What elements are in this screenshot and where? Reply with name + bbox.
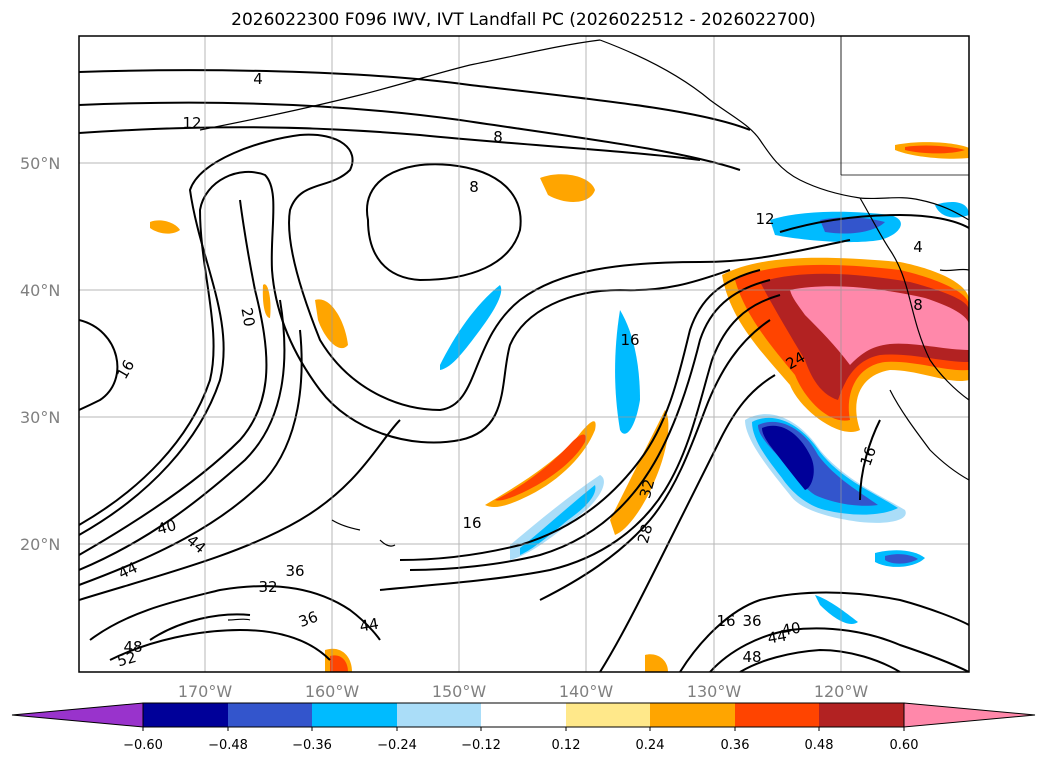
contour-label: 32 [636,477,658,500]
contour-label: 40 [780,619,802,640]
contour-label: 12 [755,210,774,228]
colorbar-tick-label: −0.12 [461,738,501,753]
contour-label: 36 [742,612,761,630]
contour-label: 52 [115,648,138,670]
colorbar-segment [735,703,819,727]
contour-label: 48 [742,648,761,666]
contour-label: 8 [469,178,479,196]
contour-label: 16 [620,331,639,349]
lat-label: 40°N [20,281,60,300]
contour-label: 4 [913,238,923,256]
contour-label-group: 4 12 8 8 12 4 8 20 16 16 24 16 16 40 44 … [113,70,923,670]
colorbar-segment [650,703,735,727]
longitude-axis: 170°W 160°W 150°W 140°W 130°W 120°W [178,682,869,701]
lat-label: 20°N [20,535,60,554]
contour-label: 44 [358,615,380,636]
lon-label: 170°W [178,682,233,701]
plot-border [78,35,970,673]
colorbar-tick-label: 0.24 [636,738,665,753]
contour-label: 20 [237,306,258,328]
contour-label: 32 [258,578,277,596]
contour-label: 16 [716,612,735,630]
contour-label: 8 [913,296,923,314]
contour-label: 36 [296,608,320,631]
lon-label: 150°W [432,682,487,701]
contour-label: 16 [857,444,880,468]
colorbar-segment [312,703,397,727]
contour-label: 4 [253,70,263,88]
colorbar-segment [143,703,228,727]
contour-label: 8 [493,128,503,146]
colorbar-segment [397,703,481,727]
contour-label: 44 [766,627,788,648]
lat-label: 30°N [20,408,60,427]
colorbar-tick-label: 0.60 [890,738,919,753]
latitude-axis: 50°N 40°N 30°N 20°N [20,154,60,554]
lat-label: 50°N [20,154,60,173]
lon-label: 140°W [559,682,614,701]
colorbar-tick-label: −0.36 [292,738,332,753]
lon-label: 120°W [814,682,869,701]
colorbar-tick-label: 0.36 [721,738,750,753]
colorbar-extend-left [11,702,144,728]
lon-label: 160°W [305,682,360,701]
contour-lines [79,69,969,672]
contour-label: 48 [123,638,142,656]
contour-label: 28 [634,522,656,545]
contour-label: 36 [285,562,304,580]
colorbar-tick-label: −0.48 [208,738,248,753]
borders [840,36,969,176]
shaded-regions [150,142,969,672]
colorbar-tick-label: 0.12 [552,738,581,753]
contour-label: 40 [155,516,178,538]
map-title: 2026022300 F096 IWV, IVT Landfall PC (20… [231,10,816,30]
colorbar-segment [566,703,650,727]
colorbar-tick-label: 0.48 [805,738,834,753]
colorbar-tick-label: −0.60 [123,738,163,753]
colorbar-segment [819,703,904,727]
colorbar-segment [481,703,566,727]
colorbar-outline [142,702,905,728]
contour-label: 16 [462,514,481,532]
coastlines [199,39,969,621]
colorbar-tick-label: −0.24 [377,738,417,753]
colorbar-extend-right [903,702,1036,728]
colorbar: −0.60 −0.48 −0.36 −0.24 −0.12 0.12 0.24 … [11,702,1036,753]
colorbar-segment [228,703,312,727]
lon-label: 130°W [687,682,742,701]
contour-label: 12 [182,114,201,132]
